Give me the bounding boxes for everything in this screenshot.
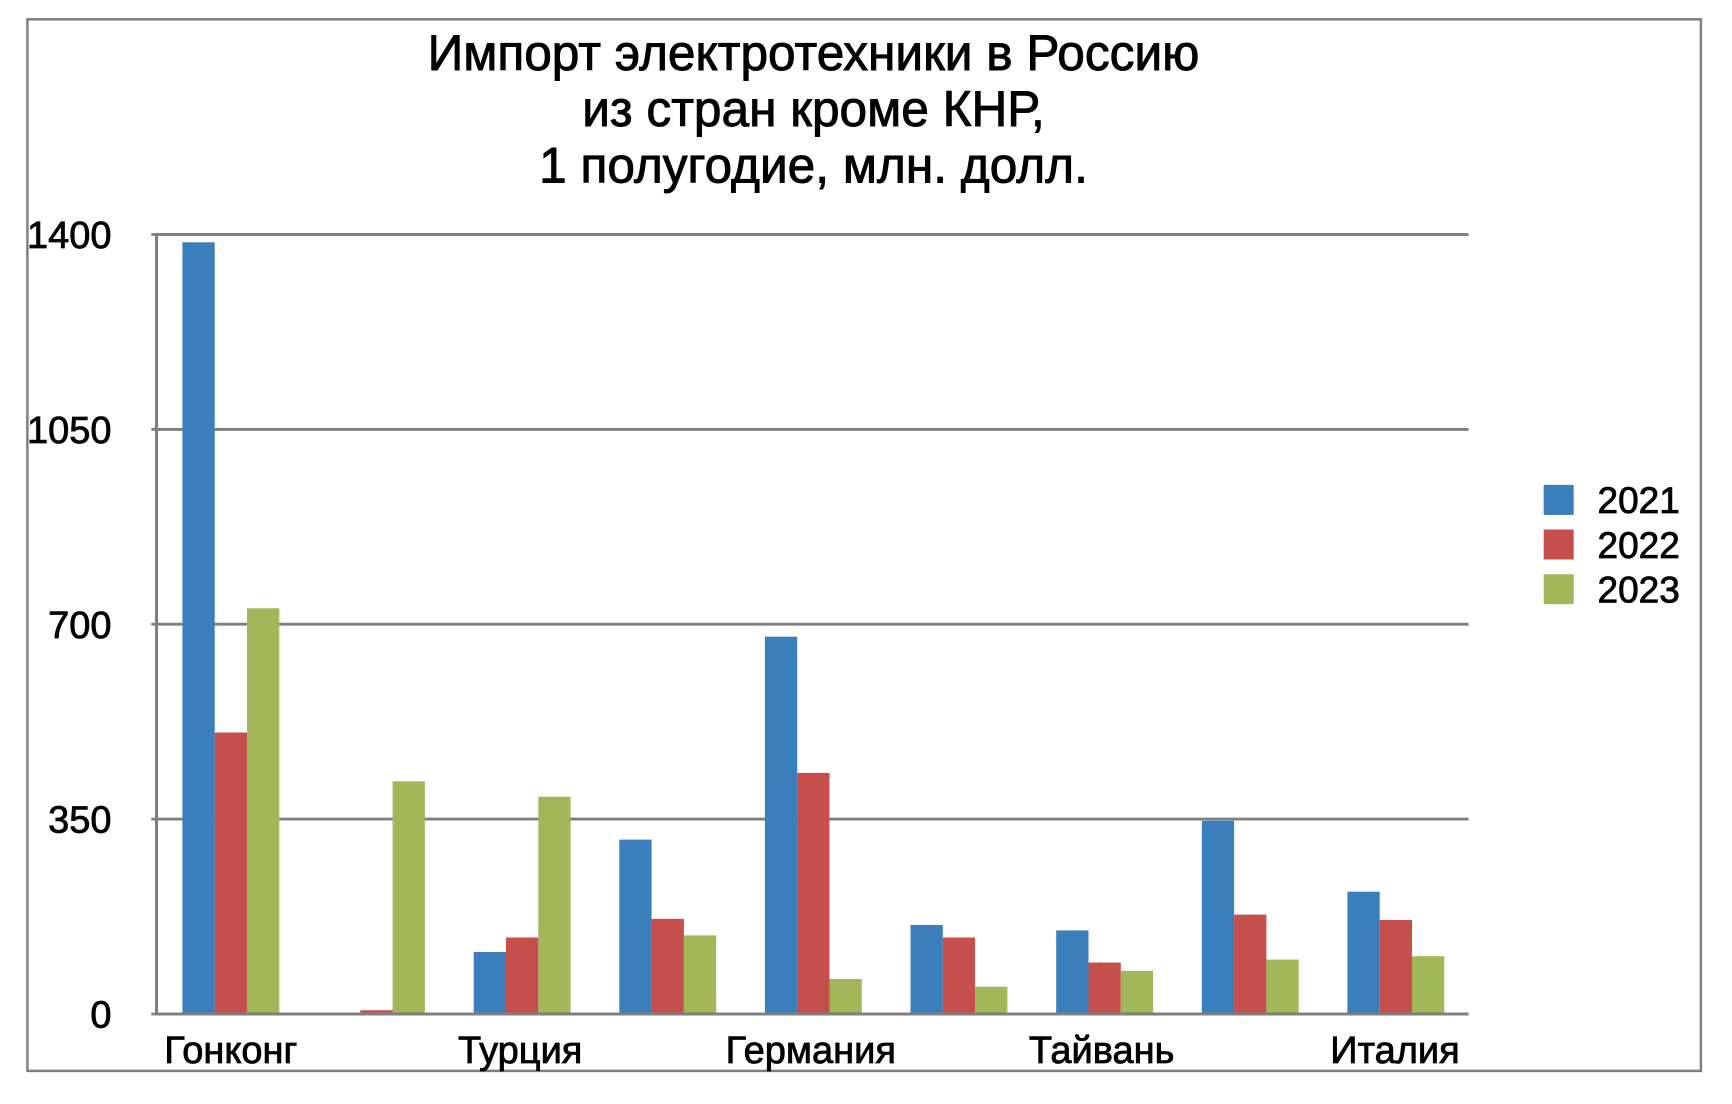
svg-text:0: 0 [90,995,111,1037]
svg-text:из стран кроме КНР,: из стран кроме КНР, [582,81,1045,137]
svg-text:700: 700 [48,605,111,647]
svg-text:Тайвань: Тайвань [1029,1030,1175,1072]
svg-text:Гонконг: Гонконг [164,1030,297,1072]
svg-text:Германия: Германия [726,1030,896,1072]
svg-text:2022: 2022 [1598,525,1680,566]
svg-text:Импорт электротехники в Россию: Импорт электротехники в Россию [428,25,1200,81]
svg-text:1 полугодие, млн. долл.: 1 полугодие, млн. долл. [539,138,1088,194]
svg-text:Италия: Италия [1330,1030,1459,1072]
svg-text:2021: 2021 [1598,480,1680,521]
svg-text:350: 350 [48,800,111,842]
svg-text:2023: 2023 [1598,569,1680,610]
svg-text:Турция: Турция [458,1030,582,1072]
svg-text:1400: 1400 [27,215,112,257]
svg-text:1050: 1050 [27,410,112,452]
